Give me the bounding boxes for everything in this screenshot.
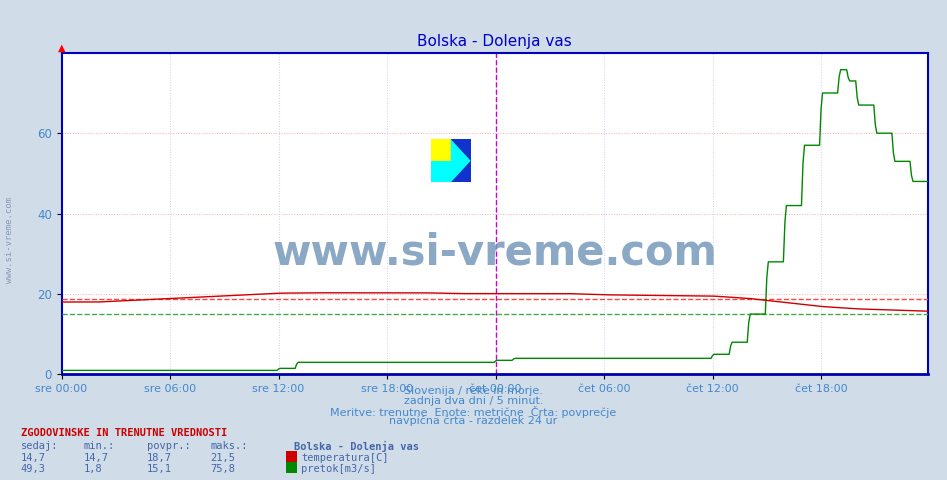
Text: www.si-vreme.com: www.si-vreme.com	[273, 231, 717, 273]
Text: 18,7: 18,7	[147, 453, 171, 463]
Text: 75,8: 75,8	[210, 464, 235, 474]
Text: maks.:: maks.:	[210, 441, 248, 451]
Text: zadnja dva dni / 5 minut.: zadnja dva dni / 5 minut.	[403, 396, 544, 406]
Polygon shape	[451, 139, 471, 182]
Text: 21,5: 21,5	[210, 453, 235, 463]
Text: 15,1: 15,1	[147, 464, 171, 474]
Text: Bolska - Dolenja vas: Bolska - Dolenja vas	[294, 441, 419, 452]
Bar	[431, 161, 451, 182]
Text: povpr.:: povpr.:	[147, 441, 190, 451]
Text: navpična črta - razdelek 24 ur: navpična črta - razdelek 24 ur	[389, 415, 558, 426]
Text: 14,7: 14,7	[83, 453, 108, 463]
Bar	[451, 139, 471, 182]
Text: ▲: ▲	[58, 43, 65, 53]
Text: 1,8: 1,8	[83, 464, 102, 474]
Text: sedaj:: sedaj:	[21, 441, 59, 451]
Text: pretok[m3/s]: pretok[m3/s]	[301, 464, 376, 474]
Text: Meritve: trenutne  Enote: metrične  Črta: povprečje: Meritve: trenutne Enote: metrične Črta: …	[331, 406, 616, 418]
Bar	[431, 139, 451, 161]
Text: temperatura[C]: temperatura[C]	[301, 453, 388, 463]
Text: www.si-vreme.com: www.si-vreme.com	[5, 197, 14, 283]
Title: Bolska - Dolenja vas: Bolska - Dolenja vas	[418, 34, 572, 49]
Text: Slovenija / reke in morje.: Slovenija / reke in morje.	[404, 386, 543, 396]
Text: 14,7: 14,7	[21, 453, 45, 463]
Text: min.:: min.:	[83, 441, 115, 451]
Text: ZGODOVINSKE IN TRENUTNE VREDNOSTI: ZGODOVINSKE IN TRENUTNE VREDNOSTI	[21, 428, 227, 438]
Text: 49,3: 49,3	[21, 464, 45, 474]
